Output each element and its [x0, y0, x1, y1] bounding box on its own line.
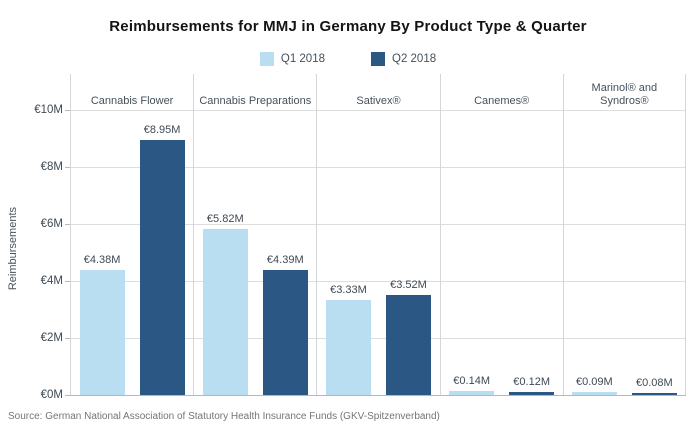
legend-item-q2-2018[interactable]: Q2 2018 — [371, 52, 436, 66]
bar-q2-2018[interactable]: €8.95M — [139, 124, 185, 395]
bar-group: €4.38M €8.95M — [71, 110, 193, 395]
y-tick-mark — [65, 281, 70, 282]
y-tick-label: €0M — [40, 389, 63, 401]
gridline — [70, 224, 686, 225]
category-panel: Marinol® and Syndros® €0.09M €0.08M — [562, 74, 686, 395]
category-label: Sativex® — [356, 95, 401, 107]
bar-group: €0.14M €0.12M — [441, 110, 563, 395]
y-tick-label: €6M — [40, 218, 63, 230]
bar-q2-2018[interactable]: €4.39M — [262, 254, 308, 395]
bar-value-label: €3.33M — [330, 284, 367, 296]
bar-group: €0.09M €0.08M — [564, 110, 685, 395]
y-tick-label: €4M — [40, 275, 63, 287]
bar-value-label: €0.14M — [453, 375, 491, 387]
bar-group: €3.33M €3.52M — [317, 110, 439, 395]
legend-label: Q2 2018 — [392, 53, 437, 65]
gridline — [70, 167, 686, 168]
y-tick-mark — [65, 224, 70, 225]
bar-value-label: €0.12M — [513, 376, 551, 388]
gridline — [70, 281, 686, 282]
bar-value-label: €8.95M — [143, 124, 181, 136]
bar-q1-2018[interactable]: €4.38M — [79, 254, 125, 395]
gridline — [70, 338, 686, 339]
bar-group: €5.82M €4.39M — [194, 110, 316, 395]
bar-q2-2018[interactable]: €3.52M — [385, 279, 431, 395]
y-tick-label: €10M — [34, 104, 63, 116]
bar-value-label: €0.09M — [575, 376, 613, 388]
bar-q1-2018[interactable]: €3.33M — [325, 284, 371, 395]
y-tick-mark — [65, 167, 70, 168]
q2-2018-swatch-icon — [371, 52, 385, 66]
category-label: Marinol® and Syndros® — [591, 82, 658, 107]
category-label: Cannabis Flower — [90, 95, 174, 107]
y-tick-mark — [65, 338, 70, 339]
bar-q1-2018[interactable]: €0.09M — [571, 376, 617, 395]
bar-q1-2018[interactable]: €5.82M — [202, 213, 248, 395]
chart-area: Reimbursements Cannabis Flower €4.38M €8.9… — [0, 74, 696, 401]
legend-label: Q1 2018 — [280, 53, 325, 65]
q1-2018-swatch-icon — [259, 52, 274, 66]
bar-value-label: €5.82M — [206, 213, 244, 225]
category-panel: Cannabis Preparations €5.82M €4.39M — [193, 74, 316, 395]
bar-q2-2018[interactable]: €0.08M — [631, 377, 677, 395]
category-label: Canemes® — [474, 95, 530, 107]
category-label: Cannabis Preparations — [199, 95, 312, 107]
legend: Q1 2018 Q2 2018 — [0, 52, 696, 66]
chart-title: Reimbursements for MMJ in Germany By Pro… — [109, 18, 587, 35]
bar-value-label: €3.52M — [390, 279, 427, 291]
source-caption: Source: German National Association of S… — [8, 411, 440, 422]
category-panel: Canemes® €0.14M €0.12M — [439, 74, 563, 395]
bar-value-label: €4.38M — [83, 254, 121, 266]
y-tick-label: €8M — [40, 161, 63, 173]
y-tick-label: €2M — [40, 332, 63, 344]
legend-item-q1-2018[interactable]: Q1 2018 — [259, 52, 325, 66]
y-tick-mark — [65, 110, 70, 111]
bar-value-label: €0.08M — [635, 377, 673, 389]
plot-area: Cannabis Flower €4.38M €8.95M Cannabis Prep… — [70, 74, 686, 396]
gridline — [70, 110, 686, 111]
category-panel: Cannabis Flower €4.38M €8.95M — [70, 74, 193, 395]
category-panel: Sativex® €3.33M €3.52M — [316, 74, 439, 395]
bar-value-label: €4.39M — [266, 254, 304, 266]
y-tick-mark — [65, 395, 70, 396]
bar-q1-2018[interactable]: €0.14M — [449, 375, 495, 395]
bar-q2-2018[interactable]: €0.12M — [509, 376, 555, 395]
